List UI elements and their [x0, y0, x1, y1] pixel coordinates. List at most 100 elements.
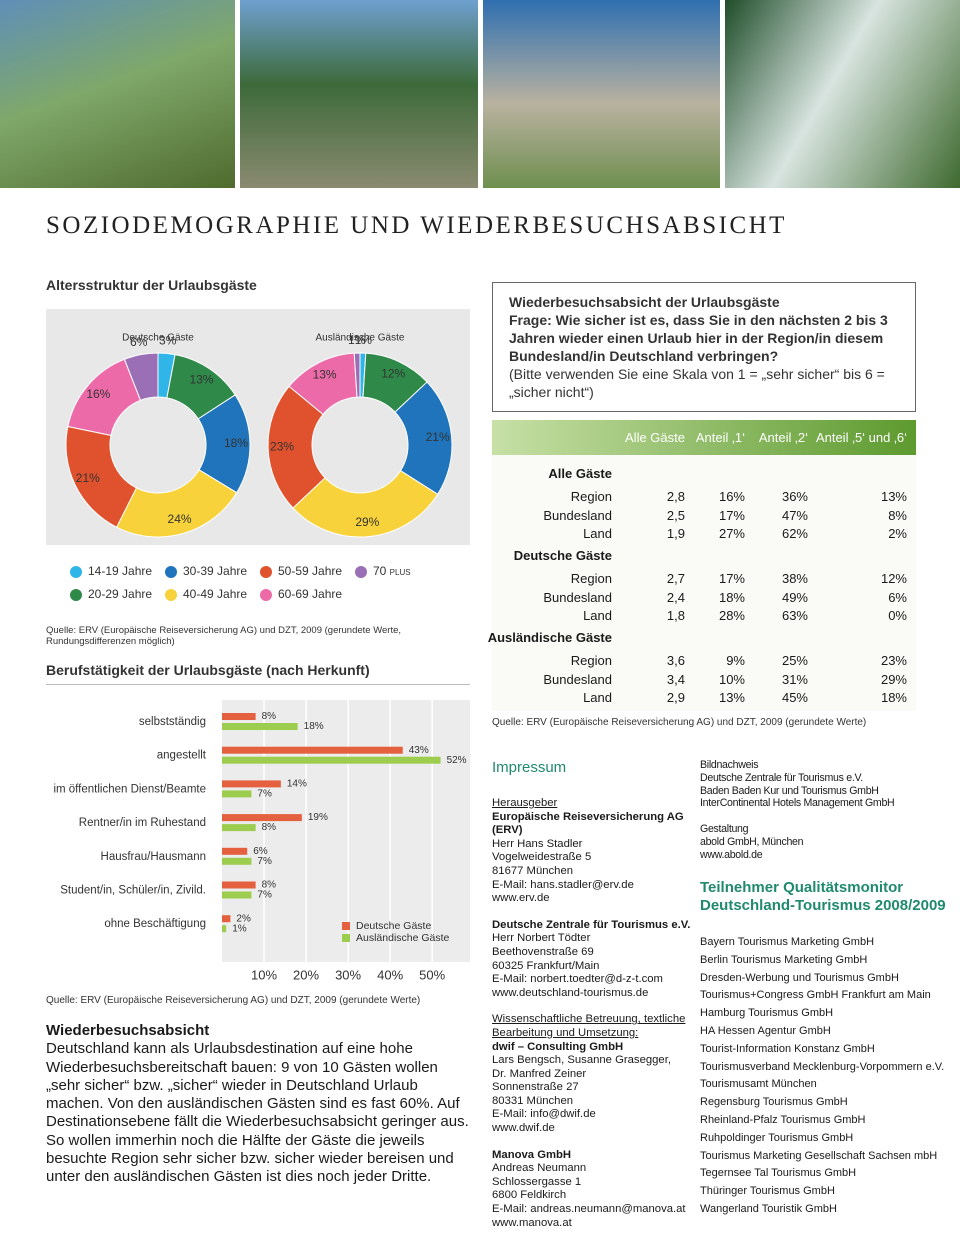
- legend-label: 14-19 Jahre: [88, 564, 152, 578]
- data-label: 1%: [348, 333, 366, 347]
- source-note: Quelle: ERV (Europäische Reiseversicheru…: [492, 717, 867, 728]
- bar: [222, 723, 298, 730]
- photo: [0, 0, 235, 188]
- participant: Tourismusverband Mecklenburg-Vorpommern …: [700, 1060, 945, 1073]
- table-cell: 2,4: [666, 589, 685, 605]
- table-cell: 2,7: [666, 571, 685, 586]
- block-line: Deutsche Zentrale für Tourismus e.V.: [700, 771, 863, 784]
- participant: Bayern Tourismus Marketing GmbH: [700, 936, 875, 948]
- block-label: Bildnachweis: [700, 759, 759, 771]
- data-label: 23%: [270, 440, 294, 454]
- bar: [222, 814, 302, 822]
- data-label: 2%: [236, 913, 251, 924]
- impressum: Herausgeber Europäische Reiseversicherung…: [492, 797, 697, 1243]
- x-tick-label: 10%: [251, 967, 277, 982]
- row-label: Region: [570, 489, 612, 504]
- y-tick-label: im öffentlichen Dienst/Beamte: [53, 783, 206, 795]
- data-label: 7%: [257, 890, 272, 901]
- data-label: 3%: [159, 334, 177, 348]
- table-cell: 17%: [718, 571, 745, 586]
- table-body: [492, 455, 916, 711]
- block-line: Herr Norbert Tödter: [492, 932, 591, 945]
- data-label: 52%: [447, 755, 467, 766]
- x-tick-label: 20%: [293, 967, 319, 982]
- block-line: InterContinental Hotels Management GmbH: [700, 797, 895, 810]
- block-line: E-Mail: norbert.toedter@d-z-t.com: [492, 973, 663, 986]
- table-cell: 16%: [718, 489, 745, 504]
- participant: HA Hessen Agentur GmbH: [700, 1024, 831, 1037]
- section-title: Altersstruktur der Urlaubsgäste: [46, 277, 257, 293]
- row-label: Bundesland: [543, 507, 612, 523]
- group-header: Deutsche Gäste: [513, 548, 612, 563]
- bar: [222, 891, 252, 899]
- credit-block: Bildnachweis Deutsche Zentrale für Touris…: [700, 759, 940, 810]
- participants: Bayern Tourismus Marketing GmbH Berlin To…: [700, 934, 950, 1219]
- block-line: www.manova.at: [492, 1216, 572, 1229]
- block-line: Vogelweidestraße 5: [492, 851, 592, 864]
- block-line: Schlossergasse 1: [492, 1175, 582, 1188]
- y-tick-label: angestellt: [157, 750, 207, 762]
- block-line: Manova GmbH: [492, 1148, 572, 1161]
- block-line: Herr Hans Stadler: [492, 837, 583, 850]
- impressum-block: Manova GmbH Andreas Neumann Schlossergasse…: [492, 1149, 697, 1231]
- participant: Thüringer Tourismus GmbH: [700, 1185, 835, 1198]
- row-label: Bundesland: [543, 589, 612, 605]
- data-label: 21%: [426, 430, 450, 444]
- table-cell: 2%: [888, 526, 907, 541]
- legend-label: 70 plus: [373, 564, 411, 578]
- block-label: Wissenschaftliche Betreuung, textliche B…: [492, 1013, 686, 1039]
- bar: [222, 824, 256, 832]
- legend-label: Ausländische Gäste: [356, 932, 450, 944]
- chart-title: Ausländische Gäste: [316, 333, 405, 344]
- participant: Tourismus Marketing Gesellschaft Sachsen…: [700, 1149, 938, 1162]
- data-label: 16%: [86, 387, 110, 401]
- legend-label: 30-39 Jahre: [183, 564, 247, 578]
- impressum-block: Deutsche Zentrale für Tourismus e.V. Herr…: [492, 919, 697, 1001]
- question-box: Wiederbesuchsabsicht der Urlaubsgäste Fr…: [492, 282, 916, 412]
- donut-slice: [394, 381, 453, 495]
- legend-label: 50-59 Jahre: [278, 564, 342, 578]
- donut-slice: [65, 425, 138, 528]
- bar: [222, 713, 256, 720]
- photo: [725, 0, 960, 188]
- data-label: 13%: [313, 368, 337, 382]
- data-label: 21%: [76, 471, 100, 485]
- impressum-title: Impressum: [492, 759, 567, 776]
- bar: [222, 881, 256, 889]
- y-tick-label: Hausfrau/Hausmann: [101, 851, 206, 863]
- participant: Rheinland-Pfalz Tourismus GmbH: [700, 1113, 866, 1126]
- data-label: 1%: [232, 923, 247, 934]
- block-line: Deutsche Zentrale für Tourismus e.V.: [492, 918, 691, 931]
- x-tick-label: 40%: [377, 967, 403, 982]
- table-cell: 18%: [718, 589, 745, 605]
- legend-swatch: [165, 566, 177, 578]
- photo: [240, 0, 478, 188]
- table-cell: 12%: [880, 571, 907, 586]
- block-line: www.deutschland-tourismus.de: [492, 986, 649, 999]
- block-line: Europäische Reiseversicherung AG (ERV): [492, 810, 684, 837]
- impressum-block: Herausgeber Europäische Reiseversicherung…: [492, 797, 697, 906]
- y-tick-label: Rentner/in im Ruhestand: [79, 817, 206, 829]
- legend-swatch: [342, 934, 350, 942]
- column-header: Anteil ‚2‘: [758, 430, 808, 445]
- column-header: Alle Gäste: [625, 430, 685, 445]
- donut-slice: [353, 352, 361, 398]
- donut-slice: [292, 470, 439, 538]
- block-line: Dr. Manfred Zeiner: [492, 1067, 587, 1080]
- legend-swatch: [260, 566, 272, 578]
- participant: Regensburg Tourismus GmbH: [700, 1096, 848, 1109]
- table-cell: 49%: [781, 589, 808, 605]
- table-cell: 47%: [781, 507, 808, 523]
- table-cell: 13%: [880, 489, 907, 504]
- table-cell: 45%: [781, 690, 808, 705]
- data-label: 7%: [257, 789, 272, 800]
- table-cell: 1,8: [666, 608, 685, 623]
- legend-swatch: [70, 589, 82, 601]
- bar-chart: 10% 20% 30% 40% 50% selbstständig 8% 18% angeste…: [53, 700, 470, 982]
- table-cell: 36%: [781, 489, 808, 504]
- section-title: Berufstätigkeit der Urlaubsgäste (nach H…: [46, 662, 470, 685]
- row-label: Land: [583, 690, 612, 705]
